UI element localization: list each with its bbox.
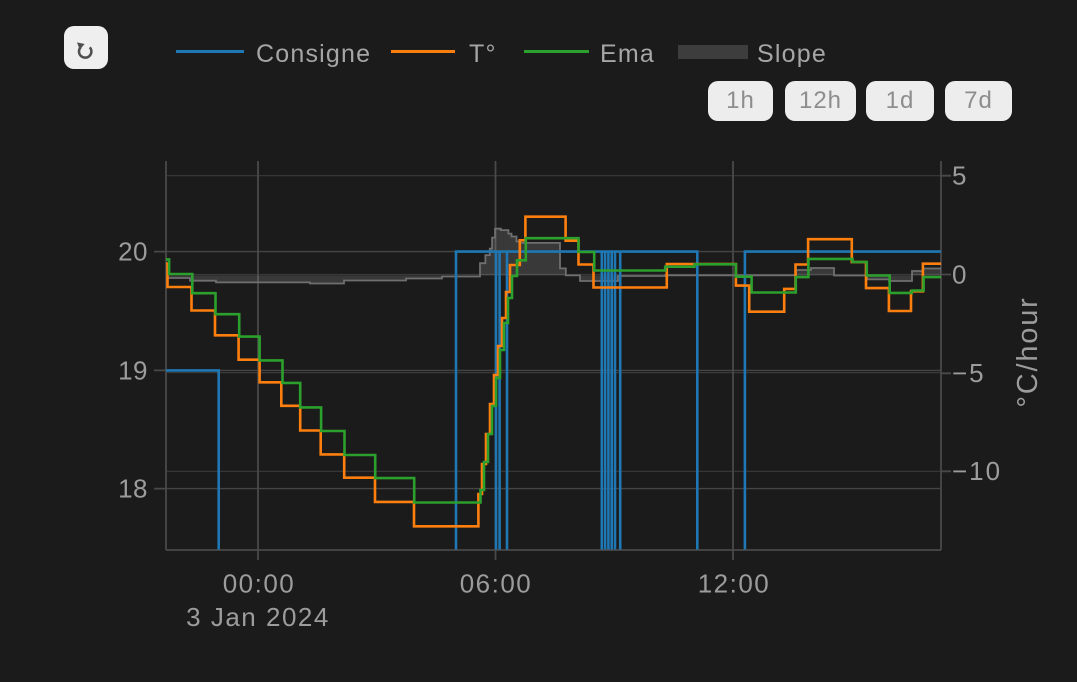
svg-text:06:00: 06:00 xyxy=(460,569,533,599)
svg-text:00:00: 00:00 xyxy=(223,569,296,599)
svg-text:20: 20 xyxy=(118,237,148,267)
svg-text:−5: −5 xyxy=(952,358,986,388)
svg-text:18: 18 xyxy=(118,474,148,504)
svg-text:12:00: 12:00 xyxy=(698,569,771,599)
svg-text:−10: −10 xyxy=(952,456,1002,486)
svg-text:19: 19 xyxy=(118,356,148,386)
svg-text:3 Jan 2024: 3 Jan 2024 xyxy=(186,602,330,632)
svg-text:5: 5 xyxy=(952,161,968,191)
svg-text:°C/hour: °C/hour xyxy=(1012,296,1044,407)
svg-text:0: 0 xyxy=(952,260,968,290)
